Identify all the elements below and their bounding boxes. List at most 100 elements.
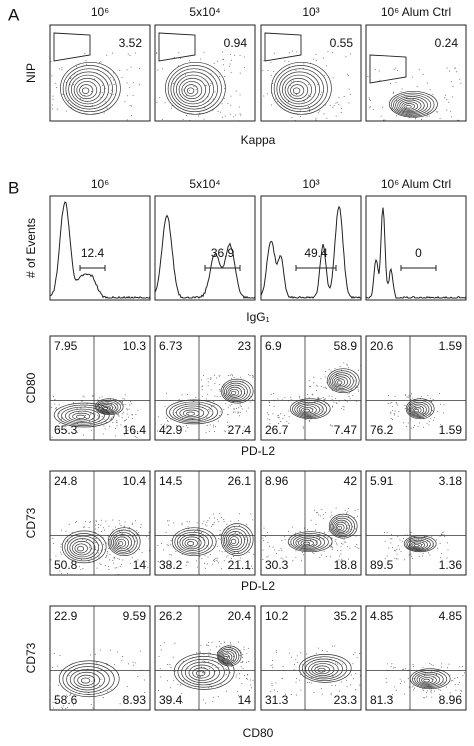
event-dot <box>181 693 183 695</box>
event-dot <box>223 75 225 77</box>
contour <box>229 536 240 547</box>
event-dot <box>397 535 399 537</box>
contour <box>412 407 422 414</box>
event-dot <box>288 101 290 103</box>
event-dot <box>332 77 334 79</box>
event-dot <box>290 399 292 401</box>
event-dot <box>119 69 121 71</box>
event-dot <box>386 663 388 665</box>
event-dot <box>84 405 86 407</box>
event-dot <box>58 413 60 415</box>
histogram-plot <box>365 195 467 301</box>
event-dot <box>237 411 239 413</box>
event-dot <box>252 375 254 377</box>
event-dot <box>99 417 101 419</box>
event-dot <box>166 424 168 426</box>
event-dot <box>249 401 251 403</box>
event-dot <box>335 115 337 117</box>
event-dot <box>118 558 120 560</box>
quadrant-value: 6.73 <box>159 339 183 353</box>
event-dot <box>131 414 133 416</box>
event-dot <box>98 524 100 526</box>
event-dot <box>217 696 219 698</box>
event-dot <box>450 81 452 83</box>
event-dot <box>451 680 453 682</box>
event-dot <box>336 374 338 376</box>
event-dot <box>101 550 103 552</box>
event-dot <box>124 525 126 527</box>
event-dot <box>354 652 356 654</box>
event-dot <box>352 395 354 397</box>
quadrant-value: 89.5 <box>370 558 394 572</box>
event-dot <box>433 690 435 692</box>
event-dot <box>174 411 176 413</box>
contour <box>335 523 345 532</box>
event-dot <box>160 649 162 651</box>
event-dot <box>386 531 388 533</box>
event-dot <box>211 525 213 527</box>
contour <box>421 677 434 684</box>
event-dot <box>208 651 210 653</box>
event-dot <box>321 407 323 409</box>
contour <box>414 408 419 413</box>
event-dot <box>392 92 394 94</box>
event-dot <box>117 558 119 560</box>
event-dot <box>214 426 216 428</box>
event-dot <box>238 673 240 675</box>
event-dot <box>212 700 214 702</box>
event-dot <box>444 97 446 99</box>
contour <box>64 408 100 424</box>
column-header: 10⁶ Alum Ctrl <box>381 177 451 191</box>
histogram-curve <box>365 207 467 299</box>
event-dot <box>311 677 313 679</box>
event-dot <box>320 410 322 412</box>
event-dot <box>89 546 91 548</box>
event-dot <box>221 551 223 553</box>
event-dot <box>124 398 126 400</box>
event-dot <box>395 67 397 69</box>
column-header: 10⁶ <box>91 177 109 191</box>
event-dot <box>170 667 172 669</box>
event-dot <box>230 72 232 74</box>
event-dot <box>182 660 184 662</box>
event-dot <box>238 106 240 108</box>
event-dot <box>354 380 356 382</box>
event-dot <box>337 550 339 552</box>
event-dot <box>395 82 397 84</box>
quadrant-value: 4.85 <box>370 609 394 623</box>
event-dot <box>118 530 120 532</box>
event-dot <box>390 542 392 544</box>
contour <box>227 533 243 549</box>
event-dot <box>54 408 56 410</box>
contour <box>418 675 437 685</box>
event-dot <box>410 398 412 400</box>
event-dot <box>252 374 254 376</box>
event-dot <box>439 694 441 696</box>
event-dot <box>230 643 232 645</box>
event-dot <box>195 88 197 90</box>
event-dot <box>318 514 320 516</box>
event-dot <box>336 544 338 546</box>
event-dot <box>136 436 138 438</box>
quadrant-value: 7.95 <box>54 339 78 353</box>
event-dot <box>137 675 139 677</box>
event-dot <box>346 73 348 75</box>
event-dot <box>84 526 86 528</box>
contour <box>66 666 110 693</box>
event-dot <box>124 394 126 396</box>
gate-bar <box>400 265 437 271</box>
event-dot <box>209 424 211 426</box>
event-dot <box>295 556 297 558</box>
event-dot <box>134 662 136 664</box>
event-dot <box>288 52 290 54</box>
event-dot <box>136 530 138 532</box>
event-dot <box>99 685 101 687</box>
event-dot <box>247 647 249 649</box>
event-dot <box>269 404 271 406</box>
event-dot <box>82 434 84 436</box>
event-dot <box>239 113 241 115</box>
event-dot <box>227 527 229 529</box>
event-dot <box>448 101 450 103</box>
contour <box>300 539 314 547</box>
event-dot <box>122 656 124 658</box>
